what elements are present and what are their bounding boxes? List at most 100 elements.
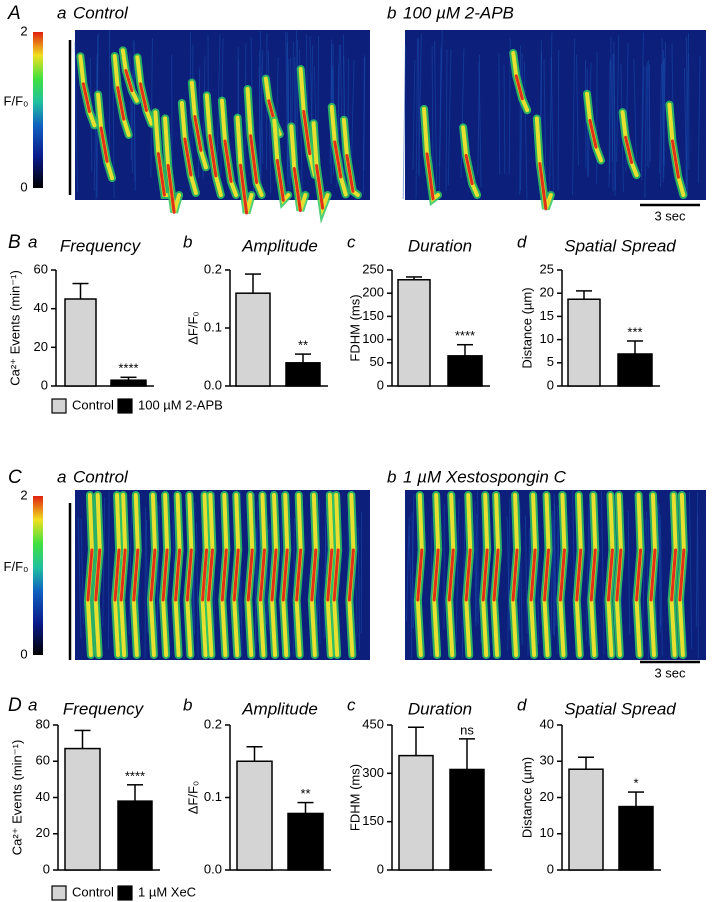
streak-core [332,548,340,602]
panel-label: d [517,232,527,251]
colorbar [33,32,43,188]
streak-core [588,118,598,149]
texture [600,491,605,655]
y-tick-label: 0 [547,377,554,392]
y-axis-label: FDHM (ms) [347,294,362,361]
bar [64,298,97,387]
streak-core [113,548,121,602]
texture [357,527,361,651]
group-label: C [8,467,22,488]
y-tick-label: 0 [41,377,48,392]
chart-title: Amplitude [241,699,318,718]
texture [438,47,442,193]
texture [77,516,82,639]
bar [64,747,101,871]
streak-core [464,548,472,602]
colorbar-tick-label: 2 [20,487,27,502]
texture [659,63,663,174]
texture [550,511,554,656]
texture [543,59,547,180]
streak-core [670,548,678,602]
significance: ** [300,786,310,801]
group-label: D [8,695,22,716]
texture [627,510,631,635]
y-tick-label: 20 [540,285,554,300]
y-tick-label: 0 [547,861,554,876]
y-tick-label: 40 [34,300,48,315]
texture [475,514,478,627]
texture [498,52,501,175]
texture [697,515,699,659]
texture [647,60,651,162]
streak-core [206,548,214,602]
legend-label: Control [72,884,114,899]
colorbar-label: F/F₀ [4,93,29,108]
y-axis-label: ΔF/F₀ [185,781,200,815]
streak-core [649,548,657,602]
texture [524,515,528,633]
panel-label: b [387,467,396,486]
streak-core [624,135,634,165]
y-axis-label: FDHM (ms) [347,764,362,831]
streak-core [432,548,440,602]
streak-core [543,548,551,602]
significance: **** [118,361,138,376]
y-tick-label: 0.2 [204,261,222,276]
y-tick-label: 0.2 [204,716,222,731]
texture [697,55,701,183]
y-tick-label: 0.0 [204,377,222,392]
y-tick-label: 50 [370,354,384,369]
texture [572,38,576,196]
texture [608,58,611,188]
texture [447,49,452,185]
significance: * [633,776,638,791]
streak-core [166,163,176,214]
y-tick-label: 20 [36,825,50,840]
texture [683,68,688,189]
significance: **** [125,768,145,783]
texture [474,501,477,623]
texture [610,36,614,192]
y-tick-label: 200 [362,285,384,300]
texture [128,498,133,636]
streak-core [615,548,623,602]
streak-core [302,109,312,156]
texture [645,511,650,660]
texture [445,49,448,191]
texture [191,502,196,646]
texture [477,491,479,625]
texture [408,526,413,630]
streak-core [119,548,127,602]
y-tick-label: 0.1 [204,789,222,804]
bar [287,812,324,871]
panel-label: d [517,695,527,714]
streak-core [514,74,524,101]
streak-core [208,134,218,178]
texture [418,33,422,175]
streak-core [295,548,303,602]
texture [431,46,434,182]
streak-core [281,548,289,602]
kymograph-bg [405,30,706,200]
y-tick-label: 450 [362,716,384,731]
y-tick-label: 0.1 [204,319,222,334]
streak-core [99,126,109,163]
bar [568,768,604,871]
streak-core [81,82,91,114]
y-tick-label: 10 [540,825,554,840]
streak-core [538,162,548,211]
streak-core [635,548,643,602]
streak-core [606,548,614,602]
streak-core [239,163,249,215]
panel-label: a [28,232,37,251]
texture [640,32,644,171]
texture [102,497,106,627]
y-tick-label: 40 [540,716,554,731]
significance: ** [298,338,308,353]
streak-core [292,166,302,212]
streak-core [201,548,209,602]
bar [235,292,271,387]
legend-swatch [51,885,67,901]
time-bar-label: 3 sec [654,208,686,223]
